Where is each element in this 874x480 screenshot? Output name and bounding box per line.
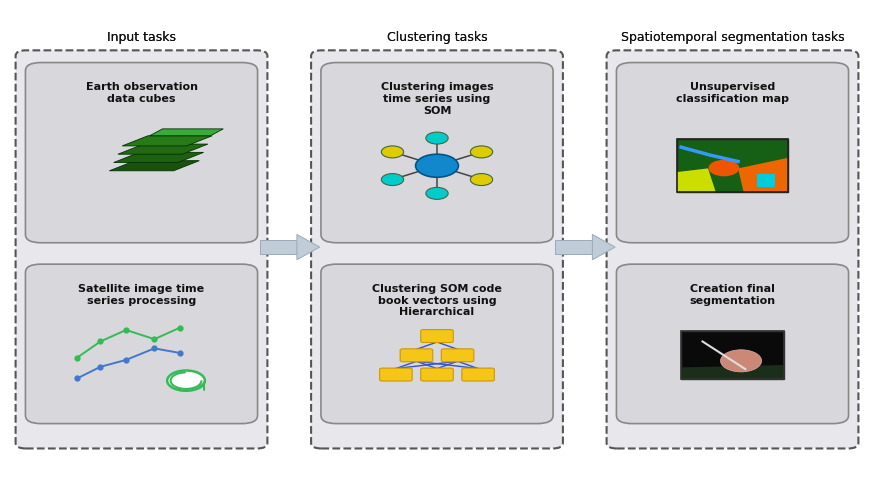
Polygon shape xyxy=(738,158,788,192)
FancyBboxPatch shape xyxy=(681,331,784,380)
Text: Creation final
segmentation: Creation final segmentation xyxy=(690,284,775,306)
FancyBboxPatch shape xyxy=(461,368,495,381)
FancyBboxPatch shape xyxy=(555,240,593,254)
Polygon shape xyxy=(757,174,775,187)
FancyBboxPatch shape xyxy=(321,264,553,423)
Polygon shape xyxy=(681,365,784,380)
FancyBboxPatch shape xyxy=(420,368,454,381)
FancyBboxPatch shape xyxy=(616,264,849,423)
Text: Clustering tasks: Clustering tasks xyxy=(386,31,488,44)
Text: Clustering SOM code
book vectors using
Hierarchical: Clustering SOM code book vectors using H… xyxy=(372,284,502,317)
FancyBboxPatch shape xyxy=(311,50,563,448)
Text: Spatiotemporal segmentation tasks: Spatiotemporal segmentation tasks xyxy=(621,31,844,44)
Circle shape xyxy=(720,350,761,372)
FancyBboxPatch shape xyxy=(379,368,413,381)
FancyBboxPatch shape xyxy=(616,62,849,243)
Polygon shape xyxy=(149,129,223,136)
Text: Satellite image time
series processing: Satellite image time series processing xyxy=(79,284,205,306)
Circle shape xyxy=(381,174,404,186)
FancyBboxPatch shape xyxy=(676,139,788,192)
FancyBboxPatch shape xyxy=(260,240,297,254)
Circle shape xyxy=(709,160,739,176)
Polygon shape xyxy=(122,136,212,146)
Polygon shape xyxy=(114,152,204,163)
Polygon shape xyxy=(676,168,716,192)
Circle shape xyxy=(470,174,493,186)
FancyBboxPatch shape xyxy=(400,349,433,362)
FancyBboxPatch shape xyxy=(16,50,267,448)
Text: Spatiotemporal segmentation tasks: Spatiotemporal segmentation tasks xyxy=(621,31,844,44)
FancyBboxPatch shape xyxy=(25,264,258,423)
Polygon shape xyxy=(109,161,199,171)
Text: Clustering tasks: Clustering tasks xyxy=(386,31,488,44)
FancyBboxPatch shape xyxy=(607,50,858,448)
Text: Unsupervised
classification map: Unsupervised classification map xyxy=(676,83,789,104)
Text: Clustering images
time series using
SOM: Clustering images time series using SOM xyxy=(380,83,494,116)
FancyBboxPatch shape xyxy=(420,330,454,343)
Circle shape xyxy=(470,146,493,158)
Circle shape xyxy=(416,154,458,177)
FancyBboxPatch shape xyxy=(321,62,553,243)
Polygon shape xyxy=(593,234,615,260)
Polygon shape xyxy=(297,234,320,260)
Text: Input tasks: Input tasks xyxy=(107,31,176,44)
Circle shape xyxy=(426,187,448,199)
Polygon shape xyxy=(118,144,208,154)
Circle shape xyxy=(167,371,205,391)
FancyBboxPatch shape xyxy=(441,349,474,362)
Text: Earth observation
data cubes: Earth observation data cubes xyxy=(86,83,198,104)
Circle shape xyxy=(381,146,404,158)
FancyBboxPatch shape xyxy=(25,62,258,243)
Text: Input tasks: Input tasks xyxy=(107,31,176,44)
Circle shape xyxy=(426,132,448,144)
